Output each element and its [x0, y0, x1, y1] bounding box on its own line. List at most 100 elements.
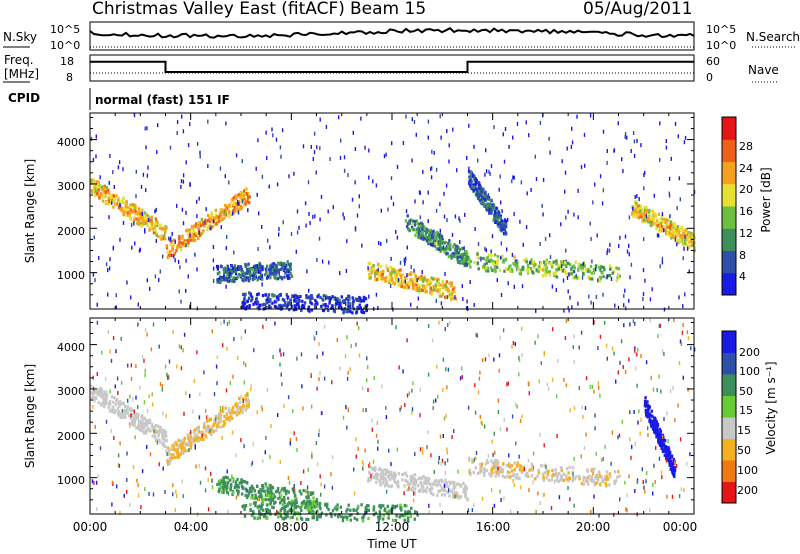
- power-noise-cell: [535, 177, 538, 182]
- velocity-noise-cell: [235, 495, 238, 500]
- power-noise-cell: [624, 134, 626, 139]
- velocity-cell: [440, 488, 443, 492]
- velocity-cell: [650, 424, 653, 428]
- power-noise-cell: [319, 217, 321, 222]
- power-noise-cell: [122, 220, 125, 225]
- power-noise-cell: [139, 247, 141, 252]
- power-noise-cell: [489, 172, 491, 176]
- velocity-cell: [222, 410, 225, 414]
- power-noise-cell: [346, 239, 348, 244]
- power-cell: [399, 268, 402, 272]
- velocity-noise-cell: [414, 491, 416, 496]
- velocity-cell: [153, 434, 157, 438]
- velocity-cell: [157, 434, 160, 438]
- power-cell: [389, 271, 392, 275]
- power-noise-cell: [367, 266, 369, 271]
- velocity-cell: [597, 478, 600, 482]
- power-noise-cell: [185, 210, 187, 215]
- velocity-cell: [223, 421, 227, 425]
- power-cell: [324, 305, 327, 309]
- velocity-cell: [278, 491, 281, 495]
- power-cell: [90, 179, 93, 183]
- power-cell: [242, 189, 246, 193]
- power-cell: [348, 298, 351, 302]
- power-cell: [468, 258, 471, 262]
- power-cell: [655, 226, 658, 231]
- velocity-cell: [217, 425, 220, 429]
- power-cell: [233, 206, 236, 210]
- power-noise-cell: [295, 249, 297, 254]
- power-cell: [487, 253, 491, 257]
- power-noise-cell: [466, 156, 468, 160]
- power-noise-cell: [174, 258, 176, 263]
- velocity-cell: [319, 514, 323, 518]
- power-cell: [427, 237, 431, 241]
- velocity-cell: [349, 518, 352, 522]
- velocity-cell: [406, 516, 410, 520]
- velocity-noise-cell: [613, 512, 615, 517]
- velocity-cell: [137, 413, 140, 417]
- power-cell: [461, 255, 465, 259]
- power-noise-cell: [519, 219, 521, 224]
- power-noise-cell: [205, 207, 207, 212]
- power-cell: [289, 262, 292, 266]
- power-cell: [208, 227, 212, 231]
- power-noise-cell: [549, 233, 551, 238]
- power-cell: [428, 240, 431, 244]
- velocity-cell: [345, 515, 349, 519]
- power-cell: [252, 274, 255, 278]
- power-cell: [486, 269, 490, 273]
- velocity-cell: [573, 477, 577, 481]
- power-noise-cell: [189, 304, 191, 309]
- power-cell: [388, 274, 391, 278]
- power-cell: [664, 218, 667, 222]
- velocity-noise-cell: [527, 381, 530, 386]
- velocity-cell: [531, 464, 534, 468]
- velocity-cell: [606, 477, 610, 481]
- power-cell: [501, 227, 504, 231]
- velocity-cell: [613, 479, 616, 483]
- power-cell: [577, 262, 581, 266]
- velocity-cell: [649, 414, 652, 418]
- velocity-cell: [450, 489, 453, 493]
- velocity-noise-cell: [611, 430, 614, 435]
- power-noise-cell: [676, 242, 678, 247]
- power-cell: [166, 256, 169, 260]
- power-noise-cell: [347, 299, 349, 304]
- power-noise-cell: [499, 174, 501, 179]
- power-cell: [494, 213, 497, 218]
- power-noise-cell: [255, 166, 257, 171]
- power-cell: [557, 267, 560, 271]
- power-cell: [587, 268, 590, 272]
- power-noise-cell: [590, 300, 592, 305]
- velocity-cell: [606, 474, 609, 478]
- velocity-cell: [373, 474, 377, 478]
- velocity-cell: [593, 467, 596, 471]
- power-cell: [171, 247, 174, 252]
- velocity-cell: [119, 415, 123, 419]
- power-cell: [359, 299, 362, 303]
- velocity-cell: [218, 413, 221, 417]
- velocity-cell: [300, 492, 303, 496]
- power-noise-cell: [320, 194, 323, 199]
- velocity-cell: [385, 479, 388, 484]
- power-noise-cell: [511, 179, 513, 184]
- velocity-cell: [378, 468, 381, 472]
- velocity-cell: [425, 476, 428, 481]
- power-colorbar-swatch-2: [722, 228, 736, 251]
- velocity-noise-cell: [645, 360, 648, 365]
- power-cell: [435, 288, 438, 292]
- power-noise-cell: [354, 226, 357, 231]
- power-cell: [499, 216, 502, 220]
- power-cell: [645, 208, 649, 212]
- power-cell: [570, 269, 573, 273]
- velocity-cell: [346, 517, 349, 521]
- velocity-cell: [242, 479, 245, 483]
- power-noise-cell: [421, 270, 423, 274]
- velocity-cell: [312, 509, 315, 513]
- power-cell: [285, 293, 288, 297]
- velocity-cell: [425, 490, 428, 494]
- power-cell: [421, 225, 425, 229]
- power-noise-cell: [525, 225, 528, 230]
- velocity-cell: [258, 504, 261, 508]
